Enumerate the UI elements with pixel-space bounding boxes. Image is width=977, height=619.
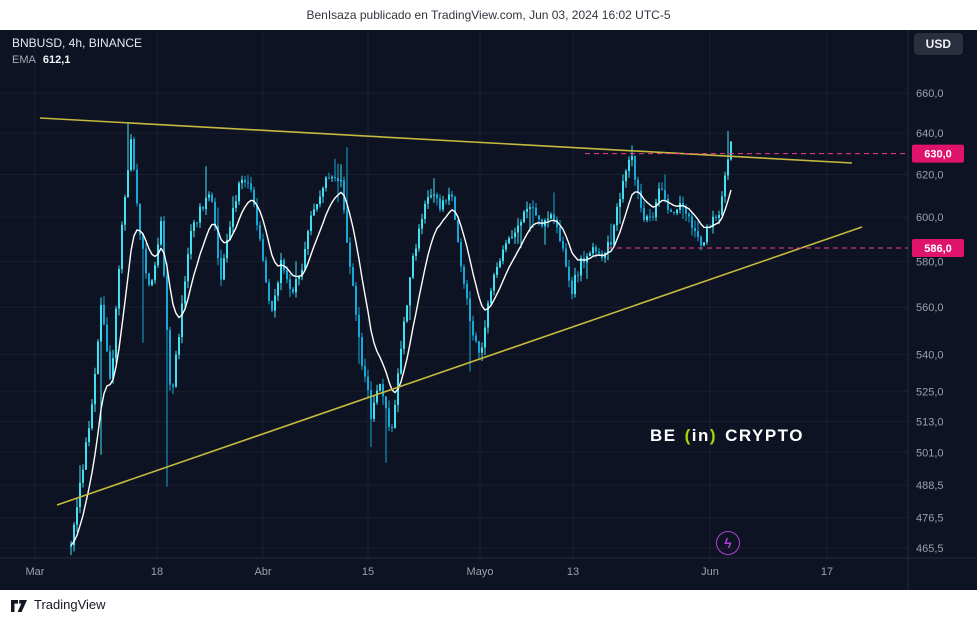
svg-text:Mayo: Mayo: [467, 566, 494, 578]
svg-text:580,0: 580,0: [916, 256, 944, 268]
tradingview-wordmark[interactable]: TradingView: [34, 597, 106, 612]
price-chart-canvas[interactable]: 630,0 586,0 660,0 640,0 620,0 600,0 580,0 560,0…: [0, 30, 977, 590]
ascending-support[interactable]: [56, 226, 863, 506]
grid-lines: [0, 30, 977, 590]
svg-text:640,0: 640,0: [916, 128, 944, 140]
svg-text:18: 18: [151, 566, 163, 578]
svg-text:13: 13: [567, 566, 579, 578]
svg-text:15: 15: [362, 566, 374, 578]
footer-bar: TradingView: [0, 590, 977, 619]
ema-line: [70, 189, 732, 546]
watermark-be: BE: [650, 426, 677, 445]
svg-text:540,0: 540,0: [916, 350, 944, 362]
svg-text:630,0: 630,0: [924, 149, 952, 161]
watermark-in: in: [691, 426, 710, 445]
svg-text:620,0: 620,0: [916, 170, 944, 182]
svg-text:476,5: 476,5: [916, 513, 944, 525]
svg-text:488,5: 488,5: [916, 480, 944, 492]
attribution-bar: BenIsaza publicado en TradingView.com, J…: [0, 0, 977, 30]
symbol-title[interactable]: BNBUSD, 4h, BINANCE: [12, 36, 143, 50]
currency-toggle-button[interactable]: USD: [913, 33, 963, 55]
lightning-bolt-icon: ϟ: [716, 531, 740, 555]
watermark-bracket-open: (: [684, 426, 692, 445]
svg-text:660,0: 660,0: [916, 88, 944, 100]
svg-text:525,0: 525,0: [916, 386, 944, 398]
svg-text:560,0: 560,0: [916, 302, 944, 314]
tradingview-logo-icon[interactable]: [10, 596, 28, 614]
svg-text:600,0: 600,0: [916, 212, 944, 224]
horizontal-level-lines[interactable]: 630,0 586,0: [585, 144, 964, 257]
chart-legend: BNBUSD, 4h, BINANCE EMA 612,1: [12, 36, 142, 68]
ema-indicator-value: 612,1: [42, 54, 71, 67]
descending-resistance[interactable]: [39, 117, 853, 164]
svg-text:465,5: 465,5: [916, 543, 944, 555]
svg-text:Abr: Abr: [254, 566, 271, 578]
svg-text:Jun: Jun: [701, 566, 719, 578]
svg-text:Mar: Mar: [26, 566, 45, 578]
svg-text:501,0: 501,0: [916, 447, 944, 459]
watermark-bracket-close: ): [709, 426, 718, 445]
candlesticks[interactable]: [70, 123, 732, 556]
svg-text:586,0: 586,0: [924, 243, 952, 255]
ema-indicator-label[interactable]: EMA: [12, 54, 36, 67]
indicator-row: EMA 612,1: [12, 54, 142, 67]
beincrypto-watermark: BE (in) CRYPTO: [650, 426, 804, 446]
watermark-crypto: CRYPTO: [725, 426, 804, 445]
attribution-text: BenIsaza publicado en TradingView.com, J…: [306, 8, 671, 22]
svg-text:513,0: 513,0: [916, 416, 944, 428]
bolt-glyph: ϟ: [724, 535, 732, 551]
svg-text:17: 17: [821, 566, 833, 578]
price-axis[interactable]: 660,0 640,0 620,0 600,0 580,0 560,0 540,0 525,0…: [916, 88, 944, 555]
time-axis[interactable]: Mar 18 Abr 15 Mayo 13 Jun 17: [26, 566, 834, 578]
chart-region: 630,0 586,0 660,0 640,0 620,0 600,0 580,0 560,0…: [0, 30, 977, 590]
trendlines[interactable]: [39, 117, 863, 506]
